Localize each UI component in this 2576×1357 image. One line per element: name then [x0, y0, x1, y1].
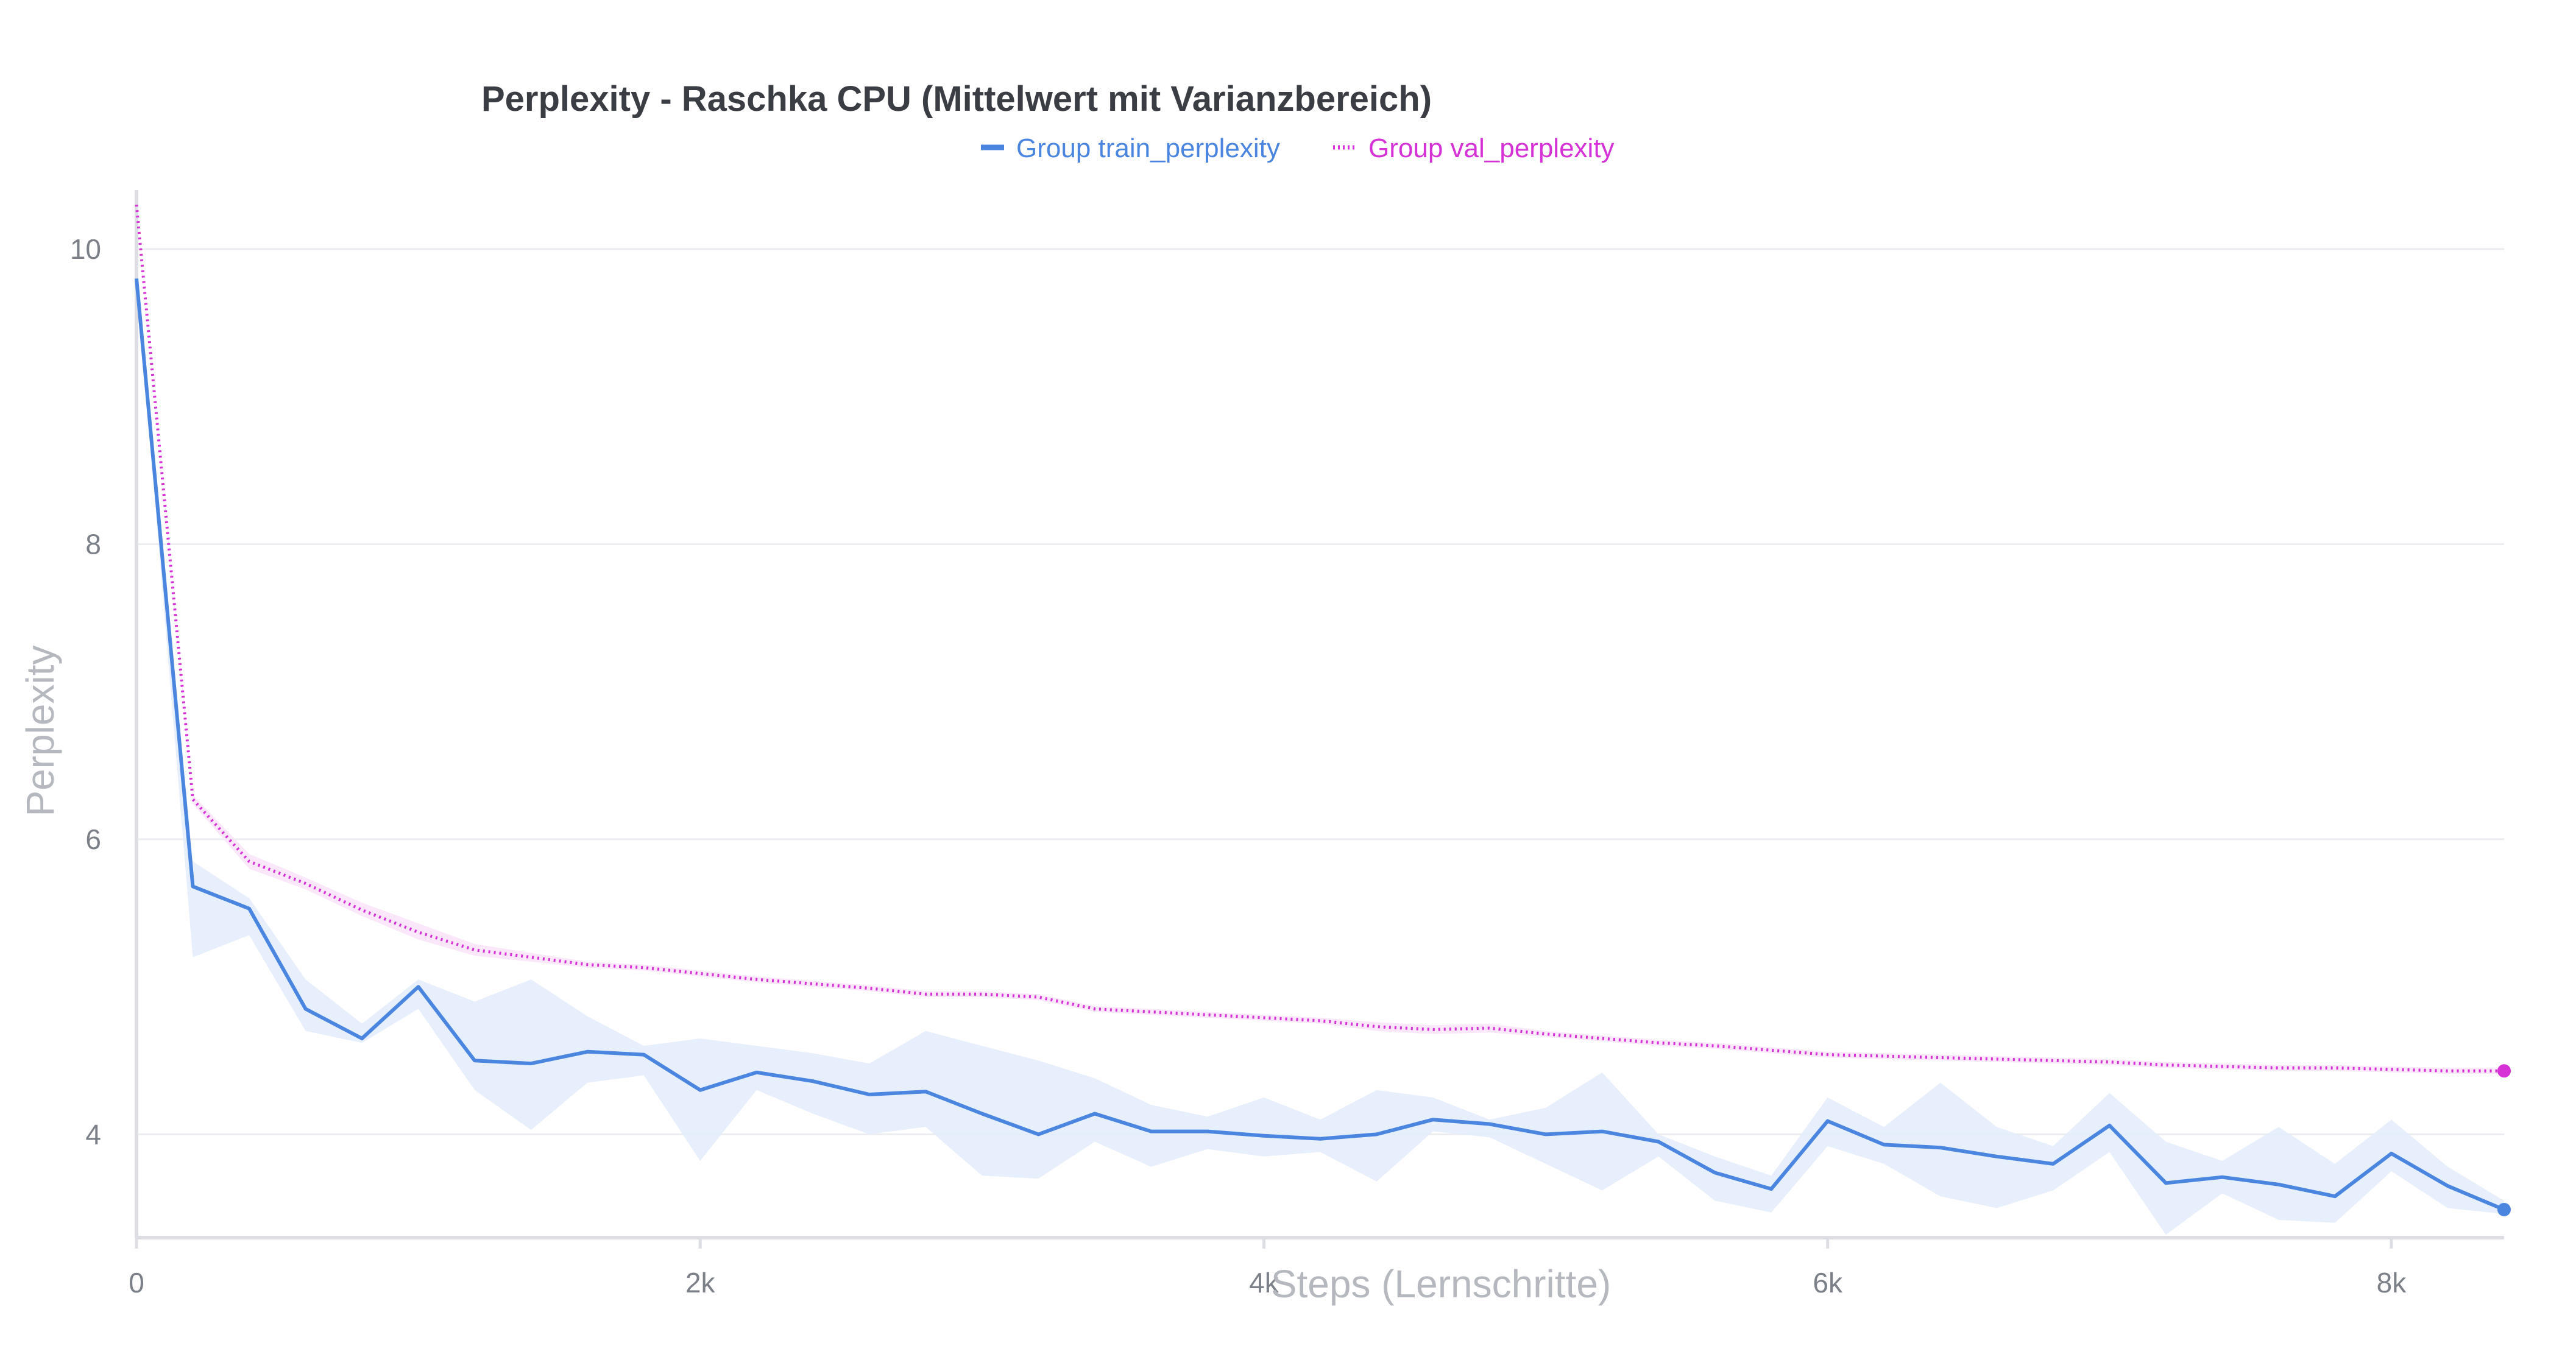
variance-bands: [136, 205, 2504, 1235]
x-tick-label: 8k: [2377, 1267, 2407, 1299]
end-point-train: [2497, 1202, 2511, 1216]
legend-label-train: Group train_perplexity: [1016, 133, 1280, 163]
series-lines[interactable]: [135, 204, 2505, 1211]
series-line-train[interactable]: [135, 278, 2505, 1211]
x-axis-ticks: 0 2k 4k 6k 8k: [129, 1238, 2407, 1299]
legend-item-val[interactable]: Group val_perplexity: [1333, 133, 1615, 163]
y-tick-label: 8: [85, 528, 101, 560]
y-axis-title: Perplexity: [18, 646, 62, 817]
x-tick-label: 2k: [685, 1267, 716, 1299]
legend[interactable]: Group train_perplexity Group val_perplex…: [981, 133, 1615, 163]
y-axis-ticks: 4 6 8 10: [70, 233, 101, 1151]
x-tick-label: 0: [129, 1267, 144, 1299]
y-tick-label: 4: [85, 1118, 101, 1150]
axes: [135, 190, 2504, 1239]
x-tick-label: 6k: [1813, 1267, 1843, 1299]
variance-band-val: [136, 205, 2504, 1074]
x-axis-title: Steps (Lernschritte): [1271, 1262, 1611, 1306]
legend-item-train[interactable]: Group train_perplexity: [981, 133, 1280, 163]
x-tick-label: 4k: [1249, 1267, 1279, 1299]
y-tick-label: 10: [70, 233, 101, 265]
legend-label-val: Group val_perplexity: [1368, 133, 1615, 163]
series-line-val[interactable]: [135, 204, 2504, 1073]
y-tick-label: 6: [85, 823, 101, 855]
end-markers: [2497, 1064, 2511, 1216]
chart-title: Perplexity - Raschka CPU (Mittelwert mit…: [481, 79, 1432, 119]
end-point-val: [2497, 1064, 2511, 1078]
variance-band-train: [136, 278, 2504, 1235]
